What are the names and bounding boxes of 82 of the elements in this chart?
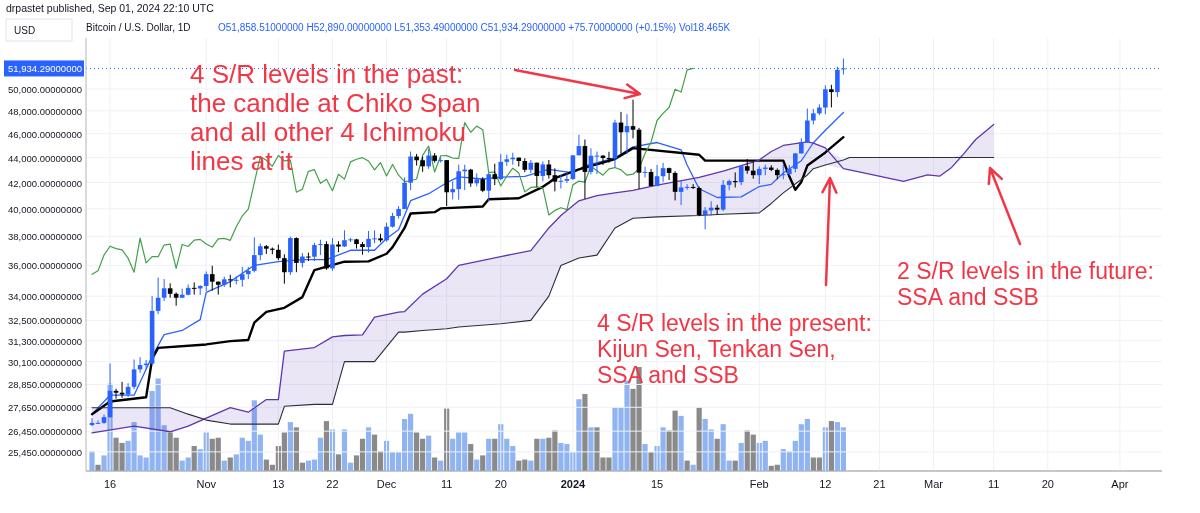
bar — [582, 394, 588, 471]
candlestick — [384, 222, 389, 243]
candlestick — [738, 165, 744, 186]
x-tick-label: Feb — [749, 478, 769, 490]
y-tick-label: 31,300.00000000 — [8, 335, 82, 347]
candlestick — [456, 164, 461, 201]
candlestick — [829, 84, 834, 108]
candlestick — [540, 160, 546, 182]
ref-line-label: 51,934.29000000 — [8, 63, 82, 75]
candlestick — [498, 153, 504, 181]
x-tick-label: 12 — [819, 478, 832, 490]
candlestick — [823, 84, 828, 115]
candlestick — [191, 281, 197, 296]
candlestick — [318, 239, 323, 256]
candlestick — [552, 167, 558, 192]
bar — [432, 457, 438, 471]
candlestick — [450, 180, 455, 200]
y-tick-label: 26,450.00000000 — [8, 426, 82, 438]
candlestick — [666, 167, 672, 181]
candlestick — [805, 108, 810, 144]
annotation: 2 S/R levels in the future: SSA and SSB — [897, 258, 1154, 310]
y-tick-label: 46,000.00000000 — [8, 128, 82, 140]
y-tick-label: 50,000.00000000 — [8, 83, 82, 95]
bar — [648, 452, 654, 471]
candlestick — [252, 236, 257, 273]
candlestick — [702, 206, 708, 230]
candlestick — [161, 278, 167, 302]
candlestick — [203, 270, 209, 292]
x-tick-label: 20 — [494, 478, 507, 490]
y-tick-label: 34,000.00000000 — [8, 291, 82, 303]
y-tick-label: 44,000.00000000 — [8, 152, 82, 164]
candlestick — [732, 171, 738, 188]
y-tick-label: 27,650.00000000 — [8, 402, 82, 414]
y-tick-label: 32,500.00000000 — [8, 315, 82, 327]
bar — [480, 455, 486, 471]
candlestick — [426, 148, 431, 170]
x-tick-label: 16 — [103, 478, 117, 490]
candlestick — [678, 179, 684, 206]
bar — [89, 451, 95, 471]
y-tick-label: 40,000.00000000 — [8, 203, 82, 215]
y-tick-label: 42,000.00000000 — [8, 177, 82, 189]
bar — [642, 443, 648, 471]
x-tick-label: 15 — [650, 478, 664, 490]
y-tick-label: 30,100.00000000 — [8, 356, 82, 368]
candlestick — [282, 253, 287, 285]
candlestick — [793, 152, 798, 173]
candlestick — [312, 242, 317, 262]
chart-subtitle: O51,858.51000000 H52,890.00000000 L51,353.49000000 C51,934.29000000 +75.70000000 (+0.15%) Vol18.465K — [218, 22, 731, 33]
x-tick-label: Mar — [924, 478, 944, 490]
x-tick-label: Nov — [196, 478, 217, 490]
candlestick — [239, 266, 245, 288]
x-tick-label: 13 — [272, 478, 285, 490]
candlestick — [372, 229, 377, 244]
bar — [95, 464, 101, 471]
x-tick-label: 11 — [440, 478, 453, 490]
bar — [227, 457, 233, 471]
candlestick — [330, 237, 335, 272]
candlestick — [546, 159, 552, 180]
text: drpastet published, Sep 01, 2024 22:10 UTC — [6, 2, 215, 14]
candlestick — [564, 170, 570, 184]
candlestick — [486, 172, 492, 202]
x-tick-label: Dec — [376, 478, 397, 490]
y-tick-label: 36,000.00000000 — [8, 260, 82, 272]
x-tick-label: 21 — [873, 478, 886, 490]
y-tick-label: 25,450.00000000 — [8, 446, 82, 458]
x-tick-label: 22 — [326, 478, 339, 490]
bar — [335, 454, 342, 471]
x-tick-label: 11 — [987, 478, 1000, 490]
y-tick-label: 38,000.00000000 — [8, 231, 82, 243]
x-tick-label: 2024 — [560, 478, 587, 490]
x-tick-label: 20 — [1041, 478, 1054, 490]
candlestick — [366, 230, 371, 254]
candlestick — [630, 99, 636, 139]
chart-title: Bitcoin / U.S. Dollar, 1D — [86, 22, 191, 33]
y-tick-label: 28,850.00000000 — [8, 379, 82, 391]
candlestick — [131, 359, 137, 390]
candlestick — [492, 163, 498, 186]
candlestick — [209, 265, 215, 292]
text: USD — [14, 25, 36, 36]
x-tick-label: Apr — [1111, 478, 1129, 490]
y-tick-label: 48,000.00000000 — [8, 105, 82, 117]
bar — [588, 427, 594, 471]
